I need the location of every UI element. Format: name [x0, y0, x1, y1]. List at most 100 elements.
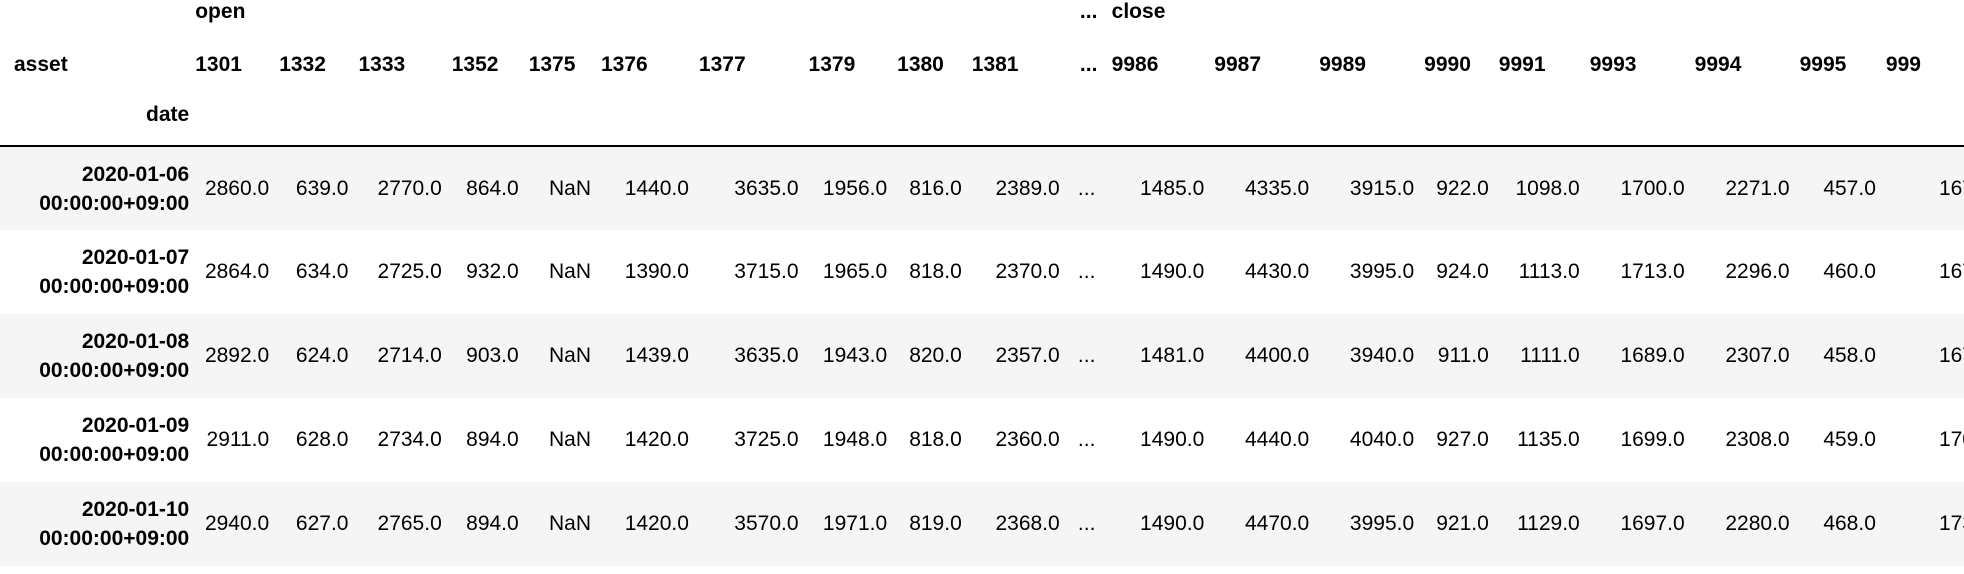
table-cell: 819.0: [909, 512, 962, 535]
table-cell: 2368.0: [995, 512, 1060, 535]
column-header: 1301: [195, 53, 242, 76]
table-cell: 1129.0: [1517, 512, 1580, 535]
column-header: 1375: [528, 53, 576, 76]
empty-header-cell: [448, 0, 525, 27]
cell-ellipsis: ...: [1077, 176, 1096, 200]
column-header: 9993: [1589, 53, 1637, 76]
column-group-header: open: [195, 0, 246, 23]
table-cell: 1697.0: [1620, 512, 1685, 535]
table-cell: NaN: [548, 344, 591, 367]
empty-header-cell: [1796, 103, 1882, 146]
table-cell: 2357.0: [995, 344, 1060, 367]
column-group-header-row: open... close: [0, 0, 1964, 27]
table-cell: 3995.0: [1349, 260, 1415, 283]
row-date: 2020-01-08: [81, 330, 190, 353]
table-cell: 170: [1938, 428, 1964, 451]
table-cell: 627.0: [295, 512, 349, 535]
date-header-row: date: [0, 103, 1964, 146]
empty-header-cell: [1210, 103, 1315, 146]
table-cell: 3570.0: [734, 512, 799, 535]
empty-header-cell: [354, 103, 447, 146]
empty-header-cell: [275, 0, 354, 27]
empty-header-cell: [354, 0, 447, 27]
table-cell: 2765.0: [377, 512, 442, 535]
table-cell: NaN: [548, 176, 591, 200]
table-cell: 459.0: [1823, 428, 1876, 451]
table-cell: 639.0: [295, 176, 349, 200]
column-group-header: ...: [1079, 0, 1098, 23]
row-date: 2020-01-07: [81, 246, 190, 269]
table-cell: 894.0: [466, 428, 519, 451]
table-cell: 628.0: [295, 428, 349, 451]
cell-ellipsis: ...: [1077, 428, 1096, 451]
table-cell: 1390.0: [624, 260, 689, 283]
column-header: 1352: [451, 53, 499, 76]
table-row: 2020-01-10 00:00:00+09:00 2940.0 627.0 2765.…: [0, 482, 1964, 566]
table-row: 2020-01-06 00:00:00+09:00 2860.0 639.0 2770.…: [0, 146, 1964, 230]
column-header: 9990: [1424, 53, 1471, 76]
empty-header-cell: [1108, 103, 1211, 146]
empty-header-cell: [525, 0, 597, 27]
table-cell: 1111.0: [1520, 344, 1580, 367]
asset-index-label: asset: [14, 53, 68, 76]
empty-header-cell: [893, 103, 968, 146]
cell-ellipsis: ...: [1077, 260, 1096, 283]
table-cell: 3635.0: [734, 344, 799, 367]
table-cell: 1420.0: [624, 512, 689, 535]
table-cell: 1420.0: [624, 428, 689, 451]
empty-header-cell: [1796, 0, 1882, 27]
empty-header-cell: [597, 103, 695, 146]
asset-header-row: asset 1301 1332 1333 1352 1375 1376 1377 1379 138…: [0, 27, 1964, 103]
empty-header-cell: [1315, 103, 1420, 146]
table-cell: 2360.0: [995, 428, 1060, 451]
table-cell: 1699.0: [1620, 428, 1685, 451]
table-cell: 927.0: [1436, 428, 1489, 451]
table-cell: 457.0: [1823, 176, 1876, 200]
empty-header-cell: [1315, 0, 1420, 27]
table-cell: 2911.0: [206, 428, 270, 451]
empty-header-cell: [1691, 0, 1796, 27]
row-index-date: 2020-01-09 00:00:00+09:00: [0, 398, 191, 482]
table-cell: 167: [1938, 176, 1964, 200]
column-header: 1379: [808, 53, 856, 76]
table-cell: 2734.0: [377, 428, 442, 451]
index-corner-cell: [0, 0, 191, 27]
empty-header-cell: [1495, 0, 1586, 27]
column-header: 1332: [279, 53, 326, 76]
table-cell: 167: [1938, 344, 1964, 367]
table-cell: 1439.0: [624, 344, 689, 367]
table-cell: 2271.0: [1725, 176, 1790, 200]
table-row: 2020-01-07 00:00:00+09:00 2864.0 634.0 2725.…: [0, 230, 1964, 314]
empty-header-cell: [695, 103, 805, 146]
empty-header-cell: [695, 0, 805, 27]
table-row: 2020-01-08 00:00:00+09:00 2892.0 624.0 2714.…: [0, 314, 1964, 398]
table-cell: 932.0: [466, 260, 519, 283]
table-cell: 911.0: [1437, 344, 1489, 367]
row-time: 00:00:00+09:00: [39, 527, 190, 550]
table-cell: 2714.0: [377, 344, 442, 367]
table-cell: NaN: [548, 428, 591, 451]
table-cell: 2940.0: [204, 512, 270, 535]
table-cell: 818.0: [909, 428, 962, 451]
table-cell: 458.0: [1823, 344, 1876, 367]
table-cell: 1113.0: [1518, 260, 1580, 283]
table-cell: 173: [1938, 512, 1964, 535]
table-cell: 2280.0: [1725, 512, 1790, 535]
empty-header-cell: [968, 103, 1066, 146]
empty-header-cell: [1420, 0, 1495, 27]
empty-header-cell: [1586, 103, 1691, 146]
column-header: 1377: [698, 53, 746, 76]
table-cell: 820.0: [909, 344, 962, 367]
table-cell: 1713.0: [1620, 260, 1685, 283]
table-cell: 1440.0: [624, 176, 689, 200]
table-cell: 1956.0: [822, 176, 888, 200]
table-cell: 4040.0: [1349, 428, 1415, 451]
table-cell: 2770.0: [377, 176, 442, 200]
table-cell: 4440.0: [1244, 428, 1310, 451]
table-cell: 4400.0: [1244, 344, 1310, 367]
table-cell: 1490.0: [1140, 260, 1205, 283]
table-cell: 1490.0: [1140, 512, 1205, 535]
empty-header-cell: [597, 0, 695, 27]
table-cell: 924.0: [1436, 260, 1489, 283]
